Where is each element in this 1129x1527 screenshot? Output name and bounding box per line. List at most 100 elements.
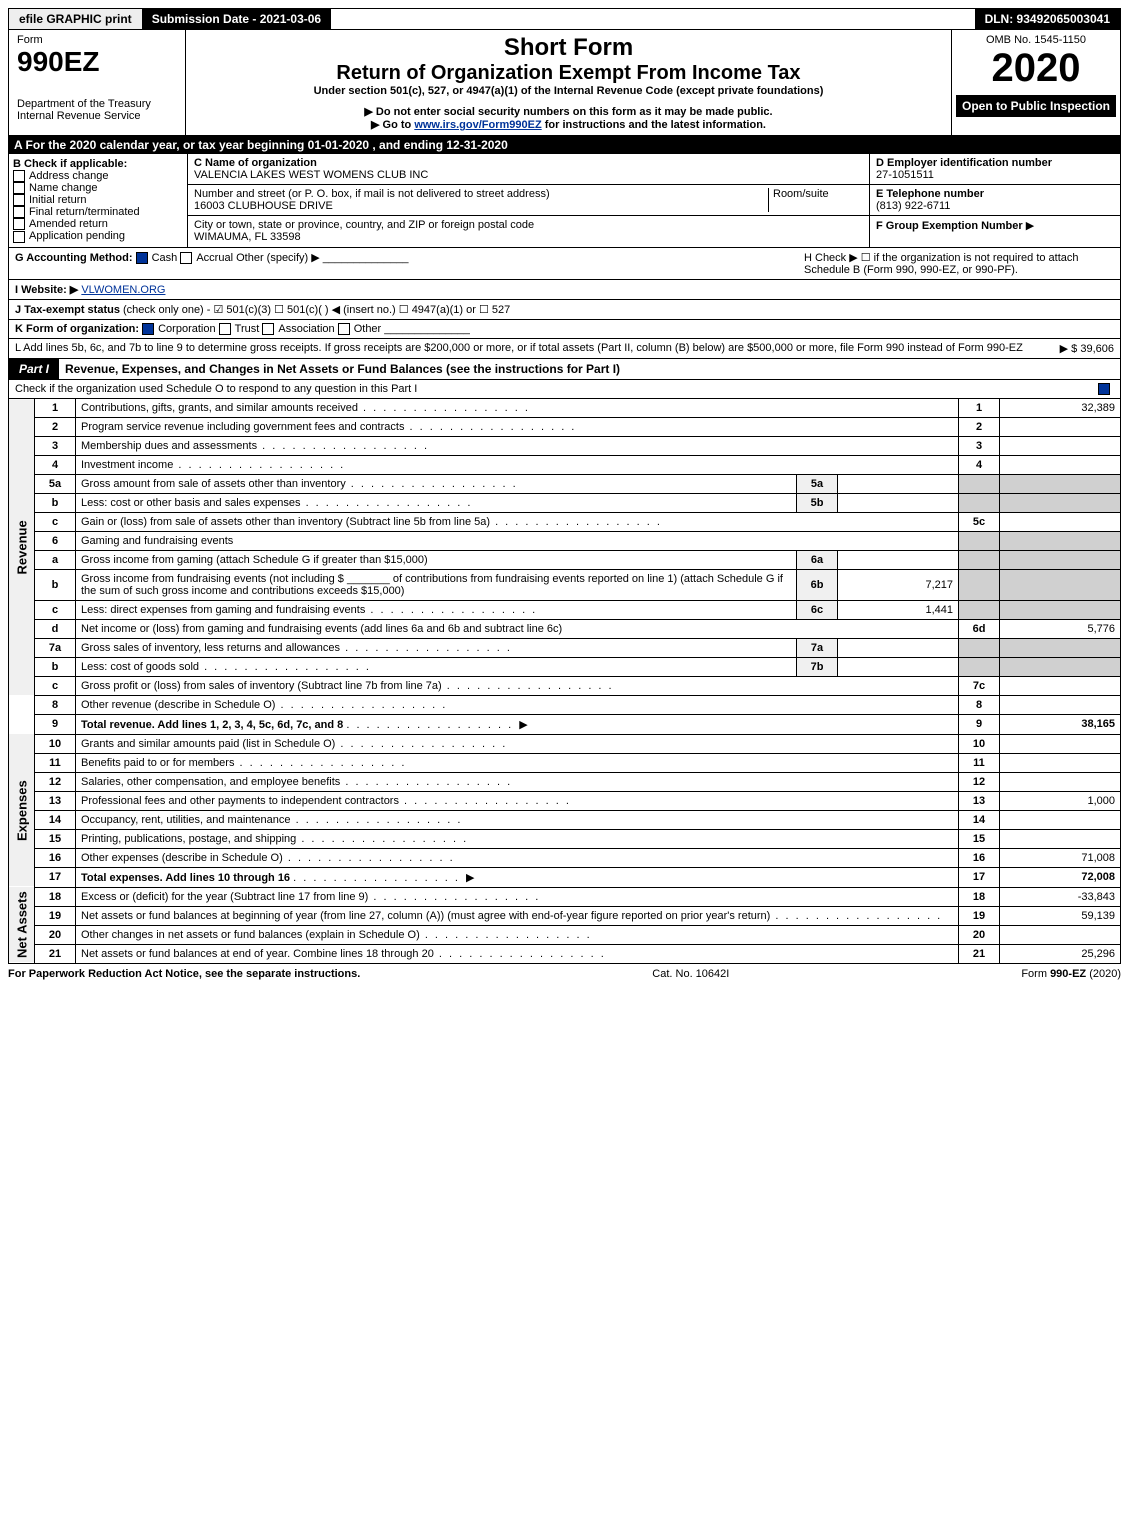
chk-trust[interactable]: Trust bbox=[219, 323, 260, 335]
line-5a-mv bbox=[838, 474, 959, 493]
footer-left: For Paperwork Reduction Act Notice, see … bbox=[8, 968, 360, 980]
line-7b-mv bbox=[838, 657, 959, 676]
line-11-num: 11 bbox=[35, 753, 76, 772]
chk-association[interactable]: Association bbox=[262, 323, 334, 335]
line-17-val: 72,008 bbox=[1000, 867, 1121, 887]
line-1-rn: 1 bbox=[959, 399, 1000, 418]
line-9-text: Total revenue. Add lines 1, 2, 3, 4, 5c,… bbox=[76, 714, 959, 734]
tax-year: 2020 bbox=[956, 46, 1116, 91]
org-city: WIMAUMA, FL 33598 bbox=[194, 231, 301, 243]
line-5a-text: Gross amount from sale of assets other t… bbox=[76, 474, 797, 493]
chk-initial-return[interactable]: Initial return bbox=[13, 194, 183, 206]
line-8-val bbox=[1000, 695, 1121, 714]
chk-final-return[interactable]: Final return/terminated bbox=[13, 206, 183, 218]
line-17-text: Total expenses. Add lines 10 through 16 bbox=[76, 867, 959, 887]
g-label: G Accounting Method: bbox=[15, 252, 133, 264]
line-16-val: 71,008 bbox=[1000, 848, 1121, 867]
line-7c-num: c bbox=[35, 676, 76, 695]
line-10-text: Grants and similar amounts paid (list in… bbox=[76, 734, 959, 753]
line-13-num: 13 bbox=[35, 791, 76, 810]
line-1-text: Contributions, gifts, grants, and simila… bbox=[76, 399, 959, 418]
line-5a-mid: 5a bbox=[797, 474, 838, 493]
line-6c-num: c bbox=[35, 600, 76, 619]
chk-amended-return[interactable]: Amended return bbox=[13, 218, 183, 230]
subtitle: Under section 501(c), 527, or 4947(a)(1)… bbox=[194, 85, 943, 97]
form-word: Form bbox=[17, 34, 177, 46]
line-14-num: 14 bbox=[35, 810, 76, 829]
line-5c-val bbox=[1000, 512, 1121, 531]
goto-post: for instructions and the latest informat… bbox=[545, 119, 766, 131]
submission-chip: Submission Date - 2021-03-06 bbox=[142, 9, 331, 29]
line-11-val bbox=[1000, 753, 1121, 772]
part-1-check-row: Check if the organization used Schedule … bbox=[8, 380, 1121, 399]
chk-other-org[interactable]: Other bbox=[338, 323, 382, 335]
line-8-num: 8 bbox=[35, 695, 76, 714]
top-bar: efile GRAPHIC print Submission Date - 20… bbox=[8, 8, 1121, 30]
line-3-val bbox=[1000, 436, 1121, 455]
goto-pre: ▶ Go to bbox=[371, 119, 411, 131]
line-6c-text: Less: direct expenses from gaming and fu… bbox=[76, 600, 797, 619]
part-1-header: Part I Revenue, Expenses, and Changes in… bbox=[8, 359, 1121, 380]
side-expenses: Expenses bbox=[9, 734, 35, 887]
room-suite-label: Room/suite bbox=[773, 188, 829, 200]
line-19-num: 19 bbox=[35, 906, 76, 925]
e-tel-label: E Telephone number bbox=[876, 188, 984, 200]
line-7b-mid: 7b bbox=[797, 657, 838, 676]
line-16-text: Other expenses (describe in Schedule O) bbox=[76, 848, 959, 867]
line-8-text: Other revenue (describe in Schedule O) bbox=[76, 695, 959, 714]
group-arrow: ▶ bbox=[1026, 220, 1034, 232]
line-7c-rn: 7c bbox=[959, 676, 1000, 695]
line-7a-mid: 7a bbox=[797, 638, 838, 657]
line-21-num: 21 bbox=[35, 944, 76, 963]
line-18-val: -33,843 bbox=[1000, 887, 1121, 906]
short-form-title: Short Form bbox=[194, 34, 943, 62]
irs-label: Internal Revenue Service bbox=[17, 110, 177, 122]
line-21-val: 25,296 bbox=[1000, 944, 1121, 963]
form-number: 990EZ bbox=[17, 46, 177, 78]
i-label: I Website: ▶ bbox=[15, 284, 78, 296]
line-9-val: 38,165 bbox=[1000, 714, 1121, 734]
efile-chip[interactable]: efile GRAPHIC print bbox=[9, 9, 142, 29]
line-5c-num: c bbox=[35, 512, 76, 531]
chk-corporation[interactable]: Corporation bbox=[142, 323, 215, 335]
side-revenue: Revenue bbox=[9, 399, 35, 696]
line-16-num: 16 bbox=[35, 848, 76, 867]
line-4-text: Investment income bbox=[76, 455, 959, 474]
chk-accrual[interactable]: Accrual bbox=[180, 252, 233, 264]
line-20-num: 20 bbox=[35, 925, 76, 944]
line-21-text: Net assets or fund balances at end of ye… bbox=[76, 944, 959, 963]
omb-number: OMB No. 1545-1150 bbox=[956, 34, 1116, 46]
row-l: L Add lines 5b, 6c, and 7b to line 9 to … bbox=[8, 339, 1121, 359]
j-label: J Tax-exempt status bbox=[15, 304, 120, 316]
line-6b-mid: 6b bbox=[797, 569, 838, 600]
line-12-val bbox=[1000, 772, 1121, 791]
h-schedule-b: H Check ▶ ☐ if the organization is not r… bbox=[804, 251, 1114, 276]
line-10-num: 10 bbox=[35, 734, 76, 753]
footer-mid: Cat. No. 10642I bbox=[652, 968, 729, 980]
row-g-h: G Accounting Method: Cash Accrual Other … bbox=[8, 248, 1121, 280]
open-public-badge: Open to Public Inspection bbox=[956, 95, 1116, 117]
line-6a-mv bbox=[838, 550, 959, 569]
chk-application-pending[interactable]: Application pending bbox=[13, 230, 183, 242]
line-7b-num: b bbox=[35, 657, 76, 676]
dept-treasury: Department of the Treasury bbox=[17, 98, 177, 110]
line-5c-text: Gain or (loss) from sale of assets other… bbox=[76, 512, 959, 531]
chk-address-change[interactable]: Address change bbox=[13, 170, 183, 182]
line-7b-text: Less: cost of goods sold bbox=[76, 657, 797, 676]
chk-schedule-o[interactable] bbox=[1098, 383, 1114, 395]
chk-name-change[interactable]: Name change bbox=[13, 182, 183, 194]
chk-cash[interactable]: Cash bbox=[136, 252, 178, 264]
l-value: ▶ $ 39,606 bbox=[1060, 342, 1114, 355]
footer-right: Form 990-EZ (2020) bbox=[1021, 968, 1121, 980]
c-name-label: C Name of organization bbox=[194, 157, 317, 169]
line-12-num: 12 bbox=[35, 772, 76, 791]
line-6b-num: b bbox=[35, 569, 76, 600]
part-1-title: Revenue, Expenses, and Changes in Net As… bbox=[59, 359, 626, 379]
org-name: VALENCIA LAKES WEST WOMENS CLUB INC bbox=[194, 169, 428, 181]
website-link[interactable]: VLWOMEN.ORG bbox=[81, 284, 165, 296]
irs-link[interactable]: www.irs.gov/Form990EZ bbox=[414, 119, 541, 131]
entity-block: B Check if applicable: Address change Na… bbox=[8, 154, 1121, 248]
line-15-text: Printing, publications, postage, and shi… bbox=[76, 829, 959, 848]
f-group-label: F Group Exemption Number bbox=[876, 220, 1023, 232]
line-2-text: Program service revenue including govern… bbox=[76, 417, 959, 436]
